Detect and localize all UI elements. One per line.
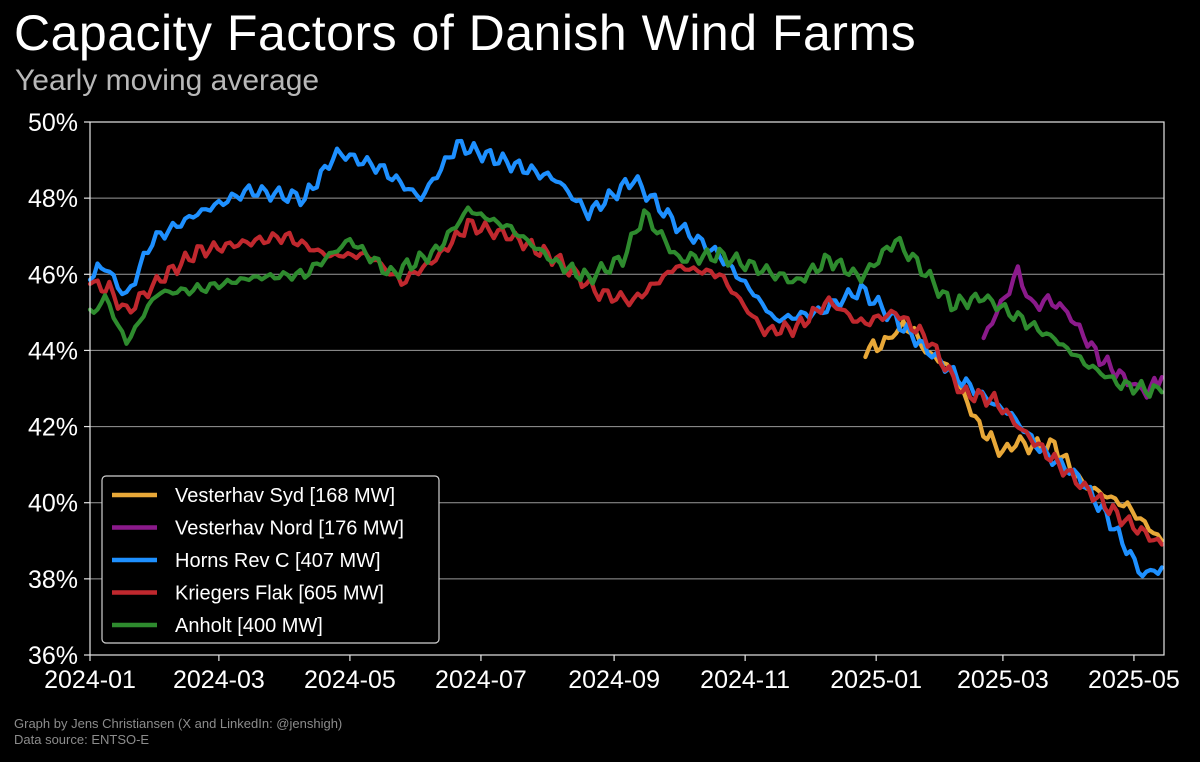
series-line [87,205,1164,399]
series-line [863,319,1164,543]
series-line [981,264,1164,400]
series-lines [87,138,1164,579]
series-line [87,138,1164,579]
series-line [87,217,1164,547]
legend-label: Kriegers Flak [605 MW] [175,583,384,605]
axis-labels: 36% 38% 40% 42% 44% 46% 48% 50% 2024-01 2024-03 20… [28,109,1180,694]
y-tick-label: 40% [28,490,78,518]
line-chart: 36% 38% 40% 42% 44% 46% 48% 50% 2024-01 2024-03 20… [28,109,1180,694]
x-tick-label: 2025-05 [1088,666,1180,694]
x-tick-label: 2025-01 [830,666,922,694]
x-tick-label: 2024-07 [435,666,527,694]
y-tick-label: 42% [28,414,78,442]
x-tick-label: 2024-05 [304,666,396,694]
legend-label: Anholt [400 MW] [175,615,323,637]
chart-title: Capacity Factors of Danish Wind Farms [14,5,917,61]
y-tick-label: 46% [28,261,78,289]
footer: Graph by Jens Christiansen (X and Linked… [14,716,342,748]
y-tick-label: 50% [28,109,78,137]
credit-text: Graph by Jens Christiansen (X and Linked… [14,716,343,731]
x-tick-label: 2024-03 [173,666,265,694]
legend-label: Vesterhav Syd [168 MW] [175,485,395,507]
chart-subtitle: Yearly moving average [15,64,320,97]
y-tick-label: 36% [28,642,78,670]
plot-frame [89,121,1165,656]
y-tick-label: 48% [28,185,78,213]
x-tick-label: 2025-03 [957,666,1049,694]
legend-box [101,475,440,644]
legend: Vesterhav Syd [168 MW] Vesterhav Nord [17… [101,475,440,644]
x-tick-label: 2024-11 [700,666,790,694]
source-text: Data source: ENTSO-E [14,732,150,747]
legend-label: Horns Rev C [407 MW] [175,550,381,572]
legend-label: Vesterhav Nord [176 MW] [175,518,404,540]
x-tick-label: 2024-09 [568,666,660,694]
y-tick-label: 38% [28,566,78,594]
x-tick-label: 2024-01 [44,666,136,694]
y-tick-label: 44% [28,337,78,365]
